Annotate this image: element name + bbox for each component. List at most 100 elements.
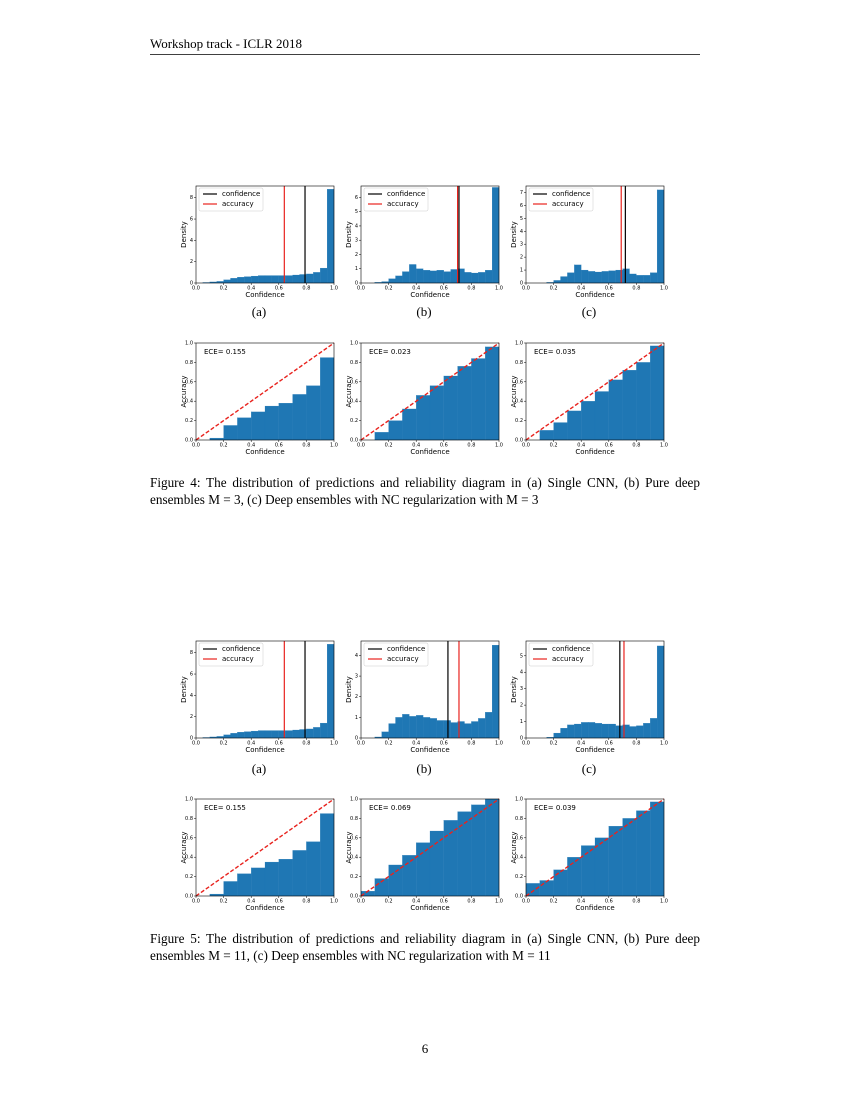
legend-label: confidence (387, 645, 425, 653)
chart: 0.0 0.2 0.4 0.6 0.8 1.0 0.0 0.2 0.4 0.6 0.8 1.0 Conf… (180, 797, 338, 913)
bar (485, 712, 493, 739)
bar (306, 841, 321, 897)
y-tick-label: 0.8 (185, 816, 193, 822)
legend-label: accuracy (222, 655, 254, 663)
y-tick-label: 0 (520, 736, 523, 742)
bar (629, 726, 637, 739)
y-tick-label: 0.4 (515, 855, 523, 861)
y-tick-label: 4 (355, 653, 358, 659)
bar (402, 271, 410, 284)
x-tick-label: 0.2 (550, 443, 558, 449)
plot-frame (360, 798, 500, 897)
page-number: 6 (422, 1041, 429, 1056)
y-axis-label: Accuracy (510, 832, 518, 864)
plot-frame (195, 342, 335, 441)
x-tick-label: 0.4 (412, 741, 420, 747)
x-tick-label: 0.0 (192, 443, 200, 449)
y-axis-label: Density (180, 221, 188, 248)
y-tick-label: 0 (520, 281, 523, 287)
plot-frame (525, 185, 665, 284)
bar (567, 724, 575, 739)
bar (443, 375, 458, 441)
annotation: ECE= 0.035 (534, 348, 576, 356)
y-tick-label: 3 (355, 674, 358, 680)
running-header: Workshop track - ICLR 2018 (150, 36, 302, 51)
bar (478, 718, 486, 739)
y-axis-label: Density (180, 676, 188, 703)
x-axis-label: Confidence (575, 746, 614, 754)
bar (429, 385, 444, 441)
plot-frame (525, 798, 665, 897)
bar (643, 275, 651, 284)
y-tick-label: 2 (355, 694, 358, 700)
bar (650, 272, 658, 284)
bar (574, 723, 582, 739)
bar (423, 717, 431, 739)
x-tick-label: 0.0 (522, 286, 530, 292)
x-tick-label: 0.6 (605, 741, 613, 747)
subcaption: (c) (582, 761, 596, 776)
perfect-calibration-line (525, 342, 665, 441)
perfect-calibration-line (195, 342, 335, 441)
x-tick-label: 0.6 (605, 899, 613, 905)
y-tick-label: 4 (190, 693, 193, 699)
x-tick-label: 1.0 (495, 899, 503, 905)
bar (587, 271, 596, 284)
bar (374, 432, 389, 441)
x-tick-label: 0.8 (302, 899, 310, 905)
bar (251, 730, 259, 739)
bar (656, 645, 665, 739)
x-tick-label: 0.0 (522, 443, 530, 449)
y-tick-label: 2 (190, 259, 193, 265)
x-tick-label: 0.2 (385, 741, 393, 747)
x-tick-label: 0.4 (412, 286, 420, 292)
x-axis-label: Confidence (410, 291, 449, 299)
y-tick-label: 0.6 (185, 835, 193, 841)
bar (237, 873, 252, 897)
plot-frame (195, 798, 335, 897)
bar (416, 842, 431, 897)
x-tick-label: 0.2 (220, 443, 228, 449)
bar (471, 804, 486, 897)
bar (292, 729, 300, 739)
bar (636, 810, 651, 897)
bar (485, 346, 500, 441)
x-tick-label: 0.4 (577, 899, 585, 905)
y-axis-label: Accuracy (345, 832, 353, 864)
x-tick-label: 1.0 (330, 741, 338, 747)
bar (278, 859, 293, 897)
bar (292, 394, 307, 441)
y-tick-label: 6 (355, 195, 358, 201)
y-tick-label: 0.0 (350, 438, 358, 444)
bar (395, 717, 403, 739)
legend-label: accuracy (552, 655, 584, 663)
bar (244, 731, 252, 739)
bar (567, 272, 575, 284)
legend-label: confidence (552, 645, 590, 653)
x-tick-label: 0.2 (550, 899, 558, 905)
y-tick-label: 3 (520, 242, 523, 248)
y-tick-label: 1.0 (515, 341, 523, 347)
y-tick-label: 0 (355, 281, 358, 287)
bar (650, 718, 658, 739)
x-tick-label: 0.4 (247, 443, 255, 449)
x-axis-label: Confidence (410, 904, 449, 912)
x-tick-label: 1.0 (330, 286, 338, 292)
annotation: ECE= 0.069 (369, 804, 411, 812)
x-tick-label: 0.2 (385, 286, 393, 292)
chart: 0.0 0.2 0.4 0.6 0.8 1.0 0 1 2 3 4 Confidence Density… (345, 640, 503, 754)
bar (622, 268, 630, 284)
x-tick-label: 0.6 (275, 741, 283, 747)
perfect-calibration-line (525, 798, 665, 897)
x-tick-label: 0.6 (440, 443, 448, 449)
bar (244, 276, 252, 284)
bar (608, 723, 616, 739)
legend-label: accuracy (387, 655, 419, 663)
plot-frame (360, 342, 500, 441)
x-tick-label: 0.8 (467, 286, 475, 292)
x-axis-label: Confidence (245, 291, 284, 299)
x-axis-label: Confidence (410, 746, 449, 754)
x-axis-label: Confidence (245, 448, 284, 456)
bar (313, 727, 321, 739)
